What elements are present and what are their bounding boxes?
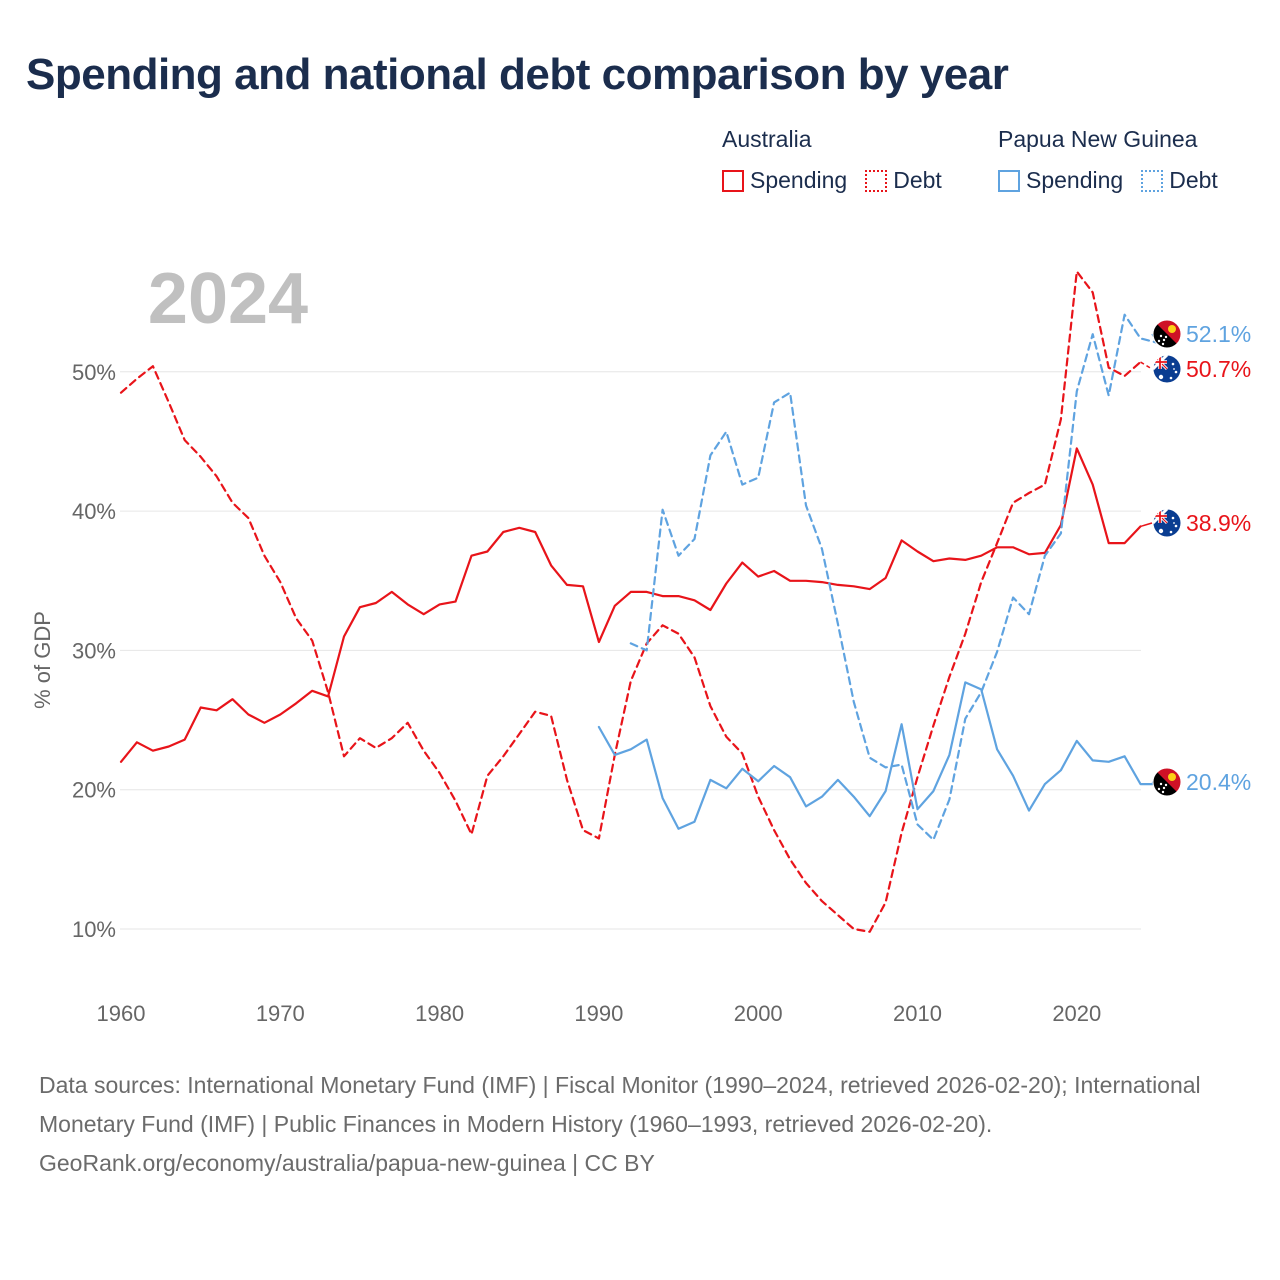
end-label-papua-new-guinea: 20.4%	[1151, 767, 1251, 797]
legend-swatch-solid	[722, 169, 744, 192]
series-line-papua-new-guinea-spending[interactable]	[597, 681, 1158, 830]
data-sources: Data sources: International Monetary Fun…	[39, 1072, 1201, 1137]
end-value-label: 52.1%	[1186, 321, 1251, 347]
y-tick-label: 50%	[72, 360, 116, 385]
series-line-papua-new-guinea-debt[interactable]	[629, 313, 1158, 841]
end-label-australia: 50.7%	[1140, 354, 1251, 384]
year-label: 2024	[148, 259, 308, 339]
credit-link[interactable]: GeoRank.org/economy/australia/papua-new-…	[39, 1150, 655, 1176]
end-label-papua-new-guinea: 52.1%	[1151, 319, 1251, 349]
series-line-australia-debt[interactable]	[119, 270, 1142, 933]
legend-item-spending[interactable]: Spending	[998, 167, 1123, 194]
legend-country-name: Australia	[722, 126, 812, 152]
y-tick-label: 10%	[72, 917, 116, 942]
series-line-australia-spending[interactable]	[119, 447, 1142, 763]
legend-country-name: Papua New Guinea	[998, 126, 1198, 152]
legend-item-debt[interactable]: Debt	[865, 167, 942, 194]
y-tick-label: 30%	[72, 638, 116, 663]
end-value-label: 38.9%	[1186, 510, 1251, 536]
legend-item-debt[interactable]: Debt	[1141, 167, 1218, 194]
x-tick-label: 2020	[1052, 1001, 1101, 1026]
papua-new-guinea-flag-icon	[1152, 767, 1182, 797]
y-axis-label: % of GDP	[30, 611, 55, 709]
legend-item-label: Debt	[1169, 167, 1218, 193]
y-tick-label: 20%	[72, 778, 116, 803]
end-value-label: 20.4%	[1186, 769, 1251, 795]
chart-footer: Data sources: International Monetary Fun…	[39, 1066, 1239, 1183]
legend-item-label: Spending	[750, 167, 848, 193]
australia-flag-icon	[1152, 354, 1182, 384]
legend-item-label: Spending	[1026, 167, 1124, 193]
chart-title: Spending and national debt comparison by…	[26, 50, 1009, 99]
x-tick-label: 2000	[734, 1001, 783, 1026]
x-tick-label: 1980	[415, 1001, 464, 1026]
x-tick-label: 1990	[574, 1001, 623, 1026]
australia-flag-icon	[1152, 508, 1182, 538]
end-value-label: 50.7%	[1186, 356, 1251, 382]
leader-line	[1140, 522, 1153, 528]
y-tick-label: 40%	[72, 499, 116, 524]
papua-new-guinea-flag-icon	[1152, 319, 1182, 349]
x-tick-label: 1970	[256, 1001, 305, 1026]
legend-item-spending[interactable]: Spending	[722, 167, 847, 194]
legend-group-australia: Australia Spending Debt	[722, 124, 960, 194]
legend-group-papua-new-guinea: Papua New Guinea Spending Debt	[998, 124, 1236, 194]
legend-swatch-dotted	[1141, 169, 1164, 192]
legend-swatch-solid	[998, 169, 1020, 192]
legend-item-label: Debt	[893, 167, 942, 193]
leader-line	[1140, 361, 1153, 370]
legend-swatch-dotted	[865, 169, 888, 192]
end-label-australia: 38.9%	[1140, 508, 1251, 538]
x-tick-label: 2010	[893, 1001, 942, 1026]
x-tick-label: 1960	[97, 1001, 146, 1026]
